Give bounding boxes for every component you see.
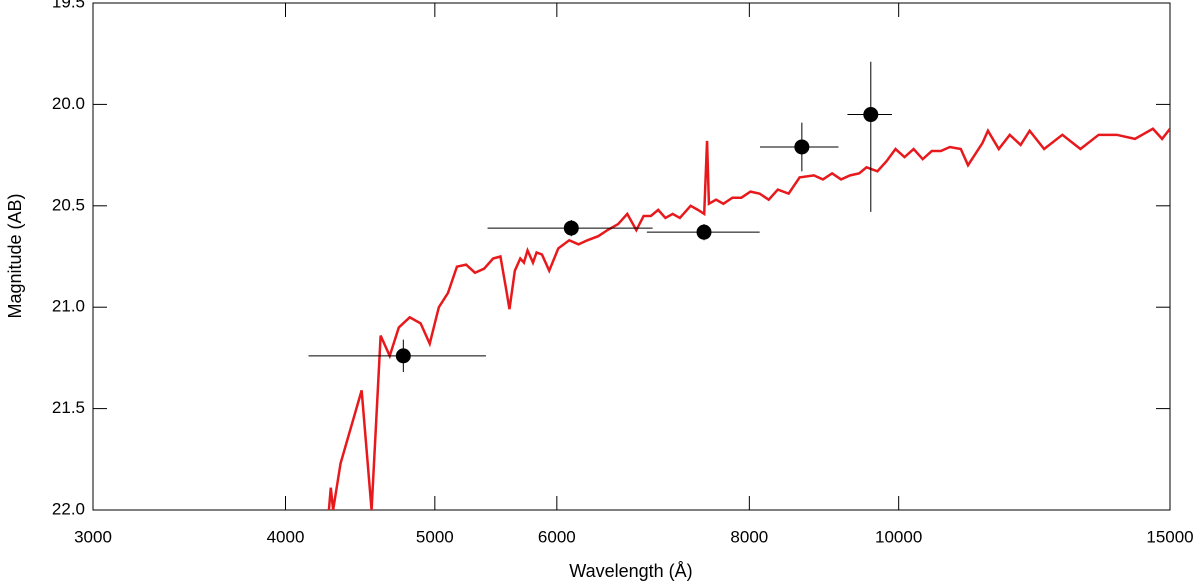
y-tick-label: 20.5	[52, 195, 85, 214]
data-point	[696, 224, 712, 240]
y-tick-label: 22.0	[52, 499, 85, 518]
plot-frame	[92, 2, 1171, 511]
spectrum-line	[327, 127, 1170, 510]
x-tick-label: 8000	[730, 527, 768, 546]
x-tick-label: 5000	[416, 527, 454, 546]
data-point	[863, 107, 879, 123]
y-tick-label: 21.0	[52, 297, 85, 316]
x-axis-title: Wavelength (Å)	[569, 561, 692, 581]
y-axis-title: Magnitude (AB)	[5, 193, 25, 318]
x-tick-label: 3000	[74, 527, 112, 546]
x-tick-label: 15000	[1146, 527, 1193, 546]
y-tick-label: 19.5	[52, 0, 85, 11]
x-tick-label: 6000	[538, 527, 576, 546]
data-point	[794, 139, 810, 155]
y-tick-label: 20.0	[52, 94, 85, 113]
x-tick-label: 4000	[267, 527, 305, 546]
y-tick-label: 21.5	[52, 398, 85, 417]
x-tick-label: 10000	[875, 527, 922, 546]
data-point	[563, 220, 579, 236]
data-point	[395, 348, 411, 364]
